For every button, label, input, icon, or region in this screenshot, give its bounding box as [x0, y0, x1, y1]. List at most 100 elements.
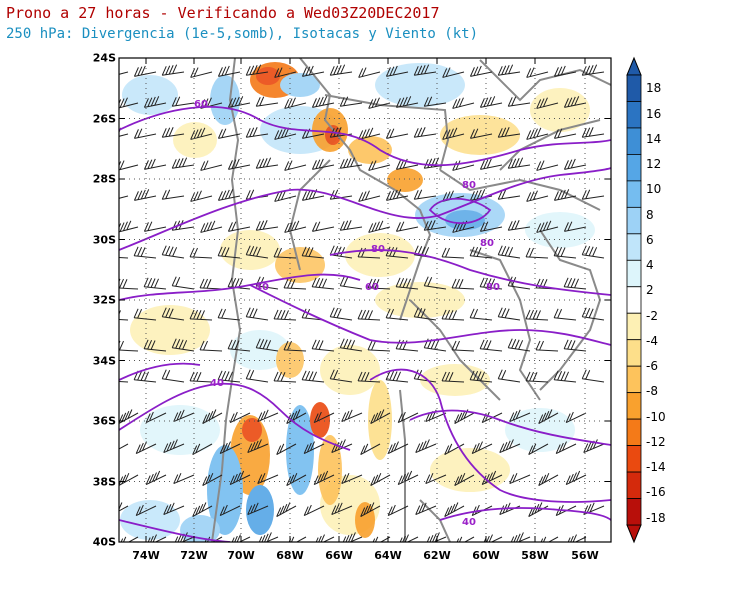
wind-barb — [507, 338, 531, 352]
colorbar-swatch — [626, 101, 642, 129]
wind-barb — [553, 189, 577, 201]
wind-barb — [367, 278, 391, 290]
wind-barb — [469, 308, 493, 321]
wind-barb — [133, 308, 157, 321]
wind-barb — [161, 369, 185, 383]
wind-barb — [339, 157, 363, 169]
wind-barb — [415, 439, 437, 454]
colorbar-label: 8 — [646, 208, 654, 222]
wind-barb — [339, 338, 363, 352]
wind-barb — [444, 443, 465, 455]
wind-barb — [273, 371, 297, 383]
wind-barb — [219, 441, 241, 455]
svg-text:80: 80 — [462, 180, 476, 191]
wind-barb — [135, 504, 157, 517]
wind-barb — [119, 310, 129, 321]
wind-barb — [497, 245, 521, 259]
wind-barb — [499, 439, 521, 454]
wind-barb — [454, 409, 475, 424]
wind-barb — [368, 220, 391, 233]
wind-barb — [143, 158, 167, 170]
wind-barb — [553, 128, 577, 139]
wind-barb — [525, 247, 549, 259]
graticule — [119, 58, 611, 542]
wind-barb — [331, 502, 353, 516]
wind-barb — [119, 443, 129, 450]
colorbar-swatch — [626, 74, 642, 102]
wind-barb — [255, 96, 279, 107]
wind-barb — [360, 443, 381, 455]
wind-barb — [161, 245, 185, 259]
wind-barb — [311, 339, 335, 352]
wind-barb — [341, 473, 363, 485]
colorbar-swatch — [626, 127, 642, 155]
wind-barb — [441, 309, 465, 321]
wind-barb — [133, 128, 157, 139]
wind-barb — [367, 340, 391, 352]
wind-barb — [370, 472, 391, 486]
wind-barb — [217, 246, 241, 259]
wind-barb — [258, 532, 279, 542]
wind-barb — [358, 127, 381, 140]
wind-barb — [301, 246, 325, 259]
colorbar-swatch — [626, 206, 642, 235]
wind-barb — [555, 441, 577, 455]
wind-barb — [217, 308, 241, 321]
wind-barb — [497, 64, 521, 76]
wind-barb — [507, 96, 531, 107]
colorbar-swatch — [626, 312, 642, 341]
colorbar-label: -2 — [646, 309, 658, 323]
wind-barb — [217, 65, 241, 77]
lon-label: 74W — [132, 549, 160, 562]
wind-barb — [303, 504, 325, 517]
wind-barb — [273, 247, 297, 259]
wind-barb — [442, 127, 465, 140]
wind-barb — [479, 158, 503, 170]
svg-text:40: 40 — [462, 517, 476, 528]
wind-barb — [509, 473, 531, 485]
wind-barb — [227, 96, 251, 108]
wind-barb — [497, 369, 521, 383]
wind-barb — [563, 158, 587, 170]
wind-barb — [423, 96, 447, 107]
wind-barb — [525, 309, 549, 321]
svg-text:80: 80 — [371, 244, 385, 255]
wind-barb — [229, 470, 251, 486]
wind-barb — [161, 64, 185, 76]
wind-barb — [479, 221, 503, 232]
wind-barb — [581, 369, 605, 383]
wind-barb — [133, 189, 157, 201]
wind-barb — [536, 97, 559, 109]
wind-barb — [133, 65, 157, 77]
axis-ticks — [119, 57, 611, 543]
wind-barb — [442, 67, 465, 78]
wind-barb — [301, 65, 325, 77]
wind-barb — [284, 160, 307, 171]
wind-barb — [189, 371, 213, 383]
wind-barb — [217, 370, 241, 383]
wind-barb — [200, 220, 223, 233]
wind-barb — [469, 370, 493, 383]
wind-barb — [469, 246, 493, 259]
wind-barb — [200, 160, 223, 171]
wind-barb — [341, 409, 363, 423]
wind-barb — [339, 96, 363, 107]
wind-barb — [171, 338, 195, 352]
wind-barb — [245, 245, 269, 259]
wind-barb — [329, 369, 353, 383]
wind-barb — [145, 470, 167, 486]
wind-barb — [313, 470, 335, 486]
wind-barb — [454, 472, 475, 486]
wind-barb — [526, 67, 549, 78]
wind-barb — [510, 532, 531, 542]
colorbar-label: 10 — [646, 182, 662, 196]
map-title: Prono a 27 horas - Verificando a Wed03Z2… — [6, 4, 440, 22]
wind-barb — [385, 246, 409, 259]
wind-barb — [255, 338, 279, 352]
wind-barb — [413, 189, 437, 200]
colorbar-label: 12 — [646, 157, 662, 171]
wind-barb — [342, 532, 363, 542]
wind-barb — [217, 128, 241, 139]
wind-barb — [143, 221, 167, 232]
isotach-labels: 60 80 80 80 60 80 40 40 40 — [194, 99, 500, 528]
